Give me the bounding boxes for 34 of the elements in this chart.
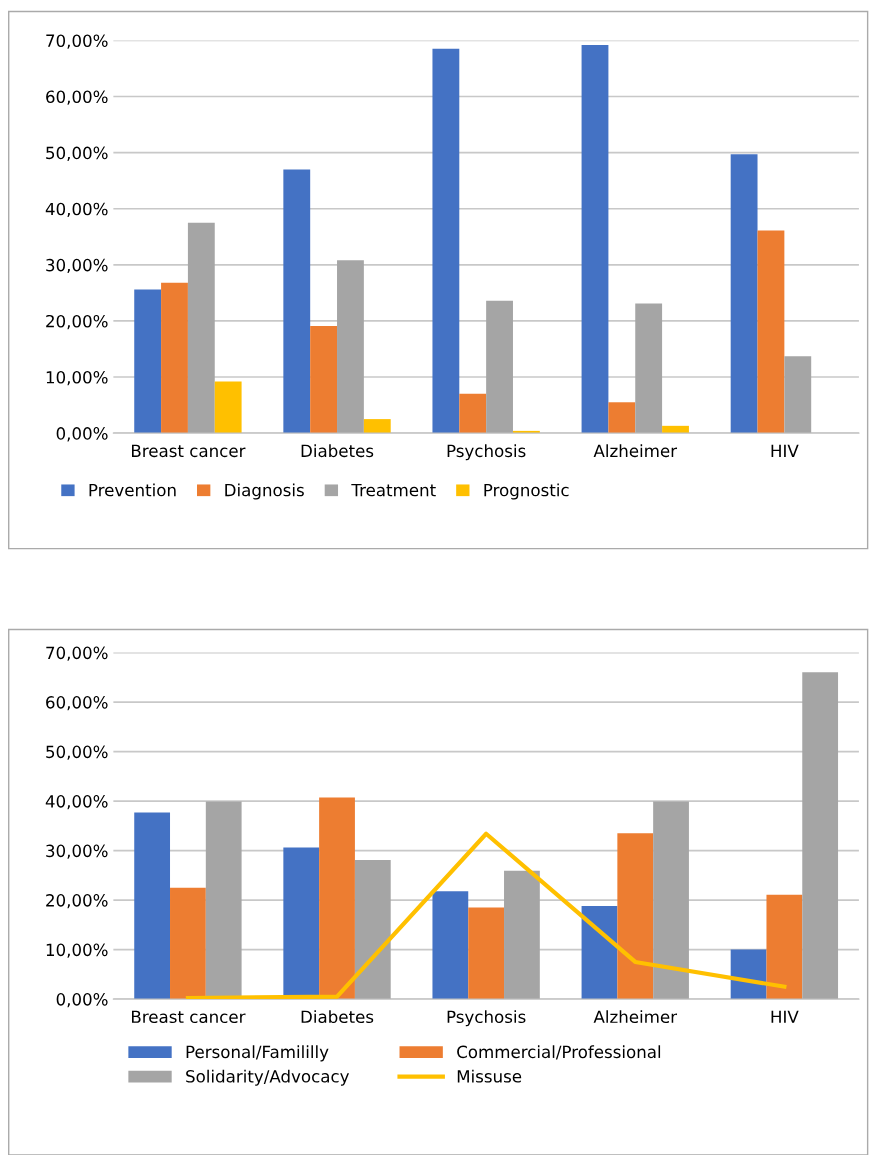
legend-label: Prognostic (484, 483, 569, 500)
x-tick-label: Psychosis (447, 1010, 526, 1027)
y-tick-label: 70,00% (46, 34, 108, 49)
y-tick-label: 20,00% (46, 894, 108, 909)
y-tick-label: 40,00% (45, 795, 108, 810)
legend-label: Solidarity/Advocacy (186, 1069, 350, 1086)
y-tick-label: 30,00% (46, 258, 108, 274)
legend-label: Missuse (457, 1069, 522, 1083)
x-tick-label: Alzheimer (593, 1010, 678, 1024)
y-tick-label: 60,00% (46, 90, 108, 105)
x-tick-label: Psychosis (447, 444, 526, 461)
legend-label: Treatment (351, 483, 436, 497)
legend-label: Commercial/Professional (457, 1045, 661, 1060)
y-tick-label: 60,00% (46, 696, 108, 711)
legend-label: Personal/Famililly (186, 1045, 329, 1062)
y-tick-label: 50,00% (46, 745, 108, 760)
y-tick-label: 10,00% (46, 370, 108, 386)
x-tick-label: Breast cancer (132, 1010, 246, 1024)
y-tick-label: 0,00% (56, 993, 108, 1008)
y-tick-label: 40,00% (45, 202, 108, 217)
x-tick-label: Alzheimer (593, 444, 678, 458)
y-tick-label: 20,00% (46, 314, 108, 330)
legend-label: Prevention (89, 483, 176, 497)
y-tick-label: 10,00% (46, 943, 108, 958)
y-tick-label: 30,00% (46, 844, 108, 859)
y-tick-label: 0,00% (56, 427, 108, 442)
x-tick-label: Breast cancer (132, 444, 246, 458)
x-tick-label: HIV (771, 444, 799, 457)
x-tick-label: Diabetes (301, 1010, 374, 1024)
legend-label: Diagnosis (225, 483, 304, 500)
x-tick-label: Diabetes (301, 444, 374, 458)
y-tick-label: 50,00% (46, 146, 108, 161)
x-tick-label: HIV (771, 1010, 799, 1023)
y-tick-label: 70,00% (46, 646, 108, 661)
